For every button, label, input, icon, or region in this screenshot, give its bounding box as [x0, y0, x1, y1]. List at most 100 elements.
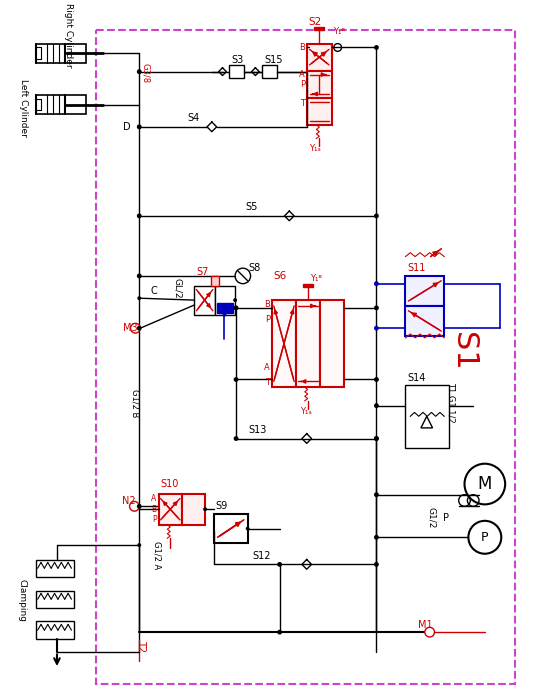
- Text: P: P: [481, 531, 489, 544]
- Circle shape: [277, 629, 282, 634]
- Bar: [307, 98, 332, 125]
- Circle shape: [235, 268, 250, 284]
- Circle shape: [374, 305, 379, 310]
- Circle shape: [374, 562, 379, 567]
- Text: Y₁ᴮ: Y₁ᴮ: [333, 27, 345, 36]
- Text: GL/2: GL/2: [174, 278, 182, 299]
- Text: S8: S8: [249, 263, 261, 273]
- Text: G1/2: G1/2: [427, 507, 436, 528]
- Circle shape: [374, 403, 379, 408]
- Text: S11: S11: [407, 263, 426, 273]
- Text: M3: M3: [123, 323, 137, 333]
- Bar: [405, 306, 444, 336]
- Bar: [36, 560, 75, 577]
- Circle shape: [374, 535, 379, 539]
- Circle shape: [130, 501, 139, 511]
- Circle shape: [374, 325, 379, 330]
- Circle shape: [374, 436, 379, 441]
- Text: Y₁ₐ: Y₁ₐ: [309, 144, 321, 153]
- Bar: [215, 286, 235, 314]
- Text: S12: S12: [252, 551, 271, 560]
- Text: S5: S5: [245, 202, 258, 212]
- Bar: [182, 493, 205, 525]
- Text: Right Cylinder: Right Cylinder: [64, 3, 73, 67]
- Text: Left Cylinder: Left Cylinder: [19, 79, 27, 137]
- Bar: [229, 65, 244, 79]
- Circle shape: [234, 436, 239, 441]
- Bar: [405, 276, 444, 306]
- Circle shape: [203, 507, 207, 511]
- Circle shape: [465, 464, 505, 505]
- Text: G3/8: G3/8: [140, 63, 150, 83]
- Circle shape: [131, 323, 140, 333]
- Bar: [272, 300, 296, 388]
- Circle shape: [277, 562, 282, 567]
- Circle shape: [233, 298, 237, 302]
- Text: P: P: [300, 79, 305, 89]
- Circle shape: [374, 282, 379, 286]
- Bar: [217, 303, 233, 313]
- Circle shape: [137, 296, 141, 300]
- Text: N2: N2: [122, 496, 136, 507]
- Bar: [315, 27, 324, 30]
- Bar: [36, 622, 75, 639]
- Circle shape: [137, 69, 142, 74]
- Text: S3: S3: [231, 55, 243, 65]
- Text: S1: S1: [449, 332, 478, 371]
- Bar: [321, 300, 345, 388]
- Text: S4: S4: [188, 113, 200, 123]
- Text: T2: T2: [136, 640, 146, 652]
- Circle shape: [334, 44, 341, 52]
- Text: B: B: [264, 300, 270, 309]
- Circle shape: [137, 543, 141, 547]
- Bar: [262, 65, 277, 79]
- Bar: [195, 286, 215, 314]
- Text: Clamping: Clamping: [18, 579, 27, 622]
- Text: S9: S9: [215, 501, 228, 512]
- Text: B: B: [299, 43, 305, 52]
- Text: Y₁ᴮ: Y₁ᴮ: [310, 275, 322, 283]
- Text: M1: M1: [418, 620, 433, 630]
- Text: T: T: [265, 378, 270, 387]
- Bar: [296, 300, 321, 388]
- Circle shape: [425, 627, 435, 637]
- Circle shape: [374, 377, 379, 382]
- Text: C: C: [151, 286, 158, 296]
- Circle shape: [137, 325, 142, 330]
- Text: G1/2 B: G1/2 B: [131, 388, 140, 417]
- Circle shape: [468, 521, 501, 553]
- Circle shape: [137, 504, 142, 509]
- Text: T1 G1 1/2: T1 G1 1/2: [446, 383, 456, 423]
- Text: S13: S13: [249, 425, 267, 435]
- Circle shape: [374, 45, 379, 50]
- Text: P: P: [152, 515, 157, 524]
- Text: A: A: [264, 363, 270, 372]
- Circle shape: [137, 125, 142, 129]
- Bar: [214, 514, 248, 543]
- Bar: [36, 44, 86, 63]
- Text: S14: S14: [407, 373, 426, 383]
- Text: P: P: [443, 513, 449, 523]
- Text: G1/2 A: G1/2 A: [152, 541, 161, 569]
- Bar: [159, 493, 182, 525]
- Circle shape: [245, 527, 250, 530]
- Text: S6: S6: [274, 271, 287, 281]
- Circle shape: [137, 125, 141, 129]
- Bar: [211, 276, 219, 286]
- Text: S7: S7: [196, 267, 209, 277]
- Circle shape: [234, 306, 238, 309]
- Circle shape: [137, 273, 142, 278]
- Text: A: A: [299, 70, 305, 79]
- Text: M: M: [478, 475, 492, 493]
- Bar: [307, 70, 332, 98]
- Circle shape: [374, 213, 379, 218]
- Text: S2: S2: [309, 17, 322, 27]
- Circle shape: [234, 377, 239, 382]
- Bar: [96, 30, 515, 684]
- Text: T: T: [300, 99, 305, 108]
- Bar: [303, 284, 312, 286]
- Bar: [36, 95, 86, 114]
- Text: P: P: [265, 315, 270, 324]
- Bar: [405, 385, 449, 448]
- Text: S10: S10: [161, 479, 179, 489]
